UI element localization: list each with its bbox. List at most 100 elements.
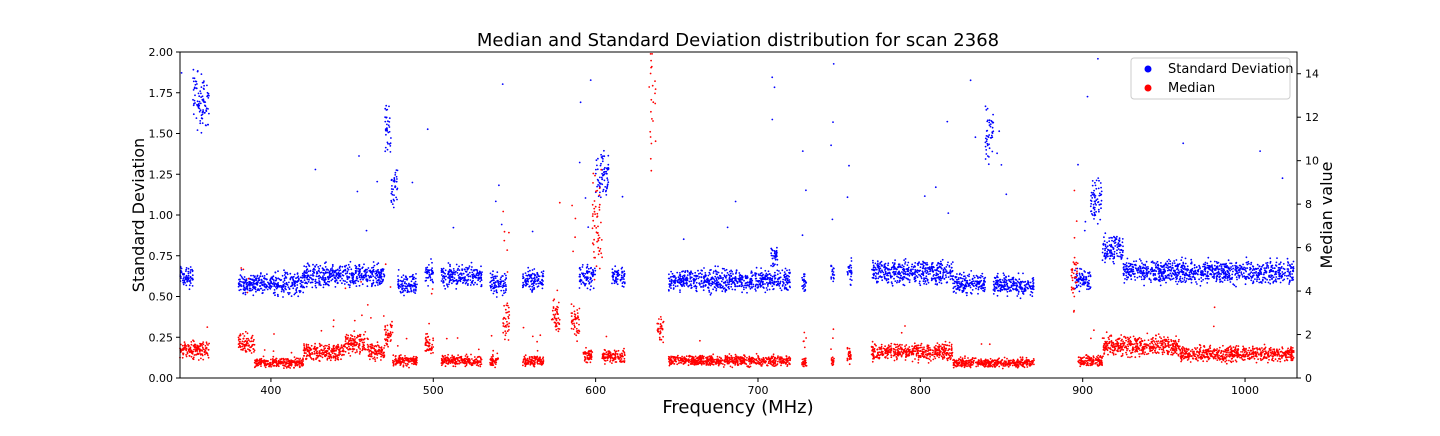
scatter-point bbox=[778, 277, 781, 280]
scatter-point bbox=[366, 280, 369, 283]
scatter-point bbox=[303, 270, 306, 273]
scatter-point bbox=[375, 277, 377, 280]
scatter-point bbox=[188, 345, 190, 347]
scatter-point bbox=[876, 281, 878, 284]
scatter-point bbox=[1006, 288, 1009, 291]
scatter-point bbox=[469, 279, 472, 281]
scatter-point bbox=[1026, 286, 1029, 289]
scatter-point bbox=[283, 291, 285, 293]
scatter-point bbox=[531, 285, 534, 288]
scatter-point bbox=[188, 280, 191, 283]
scatter-point bbox=[932, 270, 935, 273]
scatter-point bbox=[711, 283, 714, 286]
scatter-point bbox=[607, 167, 610, 170]
scatter-point bbox=[914, 270, 917, 273]
scatter-point bbox=[1170, 274, 1173, 277]
scatter-point bbox=[452, 279, 455, 282]
scatter-point bbox=[1252, 274, 1255, 277]
scatter-point bbox=[311, 278, 314, 281]
scatter-point bbox=[965, 284, 967, 287]
scatter-point bbox=[1252, 280, 1255, 283]
scatter-point bbox=[771, 257, 774, 260]
scatter-point bbox=[1252, 272, 1254, 274]
scatter-point bbox=[274, 276, 277, 279]
scatter-point bbox=[1215, 280, 1218, 283]
scatter-point bbox=[536, 272, 539, 275]
scatter-point bbox=[727, 273, 730, 276]
scatter-point bbox=[193, 99, 196, 102]
scatter-point bbox=[594, 172, 597, 175]
scatter-point bbox=[991, 120, 993, 123]
scatter-point bbox=[1239, 267, 1242, 270]
scatter-point bbox=[874, 277, 877, 280]
scatter-point bbox=[304, 276, 306, 279]
scatter-point bbox=[989, 125, 992, 128]
scatter-point bbox=[672, 287, 675, 289]
scatter-point bbox=[975, 274, 978, 277]
scatter-point bbox=[720, 284, 723, 287]
scatter-point bbox=[414, 277, 417, 280]
scatter-point bbox=[537, 285, 540, 287]
scatter-point bbox=[410, 280, 413, 283]
scatter-point bbox=[1117, 248, 1120, 250]
scatter-point bbox=[689, 273, 692, 276]
scatter-point bbox=[1017, 281, 1020, 284]
scatter-point bbox=[1016, 289, 1019, 291]
scatter-point bbox=[1213, 264, 1216, 267]
scatter-point bbox=[1257, 276, 1260, 278]
scatter-point bbox=[976, 280, 979, 283]
scatter-point bbox=[805, 281, 808, 284]
scatter-point bbox=[615, 281, 618, 284]
scatter-point bbox=[761, 274, 764, 277]
scatter-point bbox=[349, 281, 352, 284]
scatter-point bbox=[716, 279, 718, 282]
scatter-point bbox=[1206, 277, 1209, 280]
scatter-point bbox=[1010, 290, 1012, 292]
scatter-point bbox=[386, 148, 389, 151]
scatter-point bbox=[1190, 281, 1193, 284]
scatter-point bbox=[355, 277, 358, 279]
scatter-point bbox=[996, 289, 999, 292]
scatter-point bbox=[962, 271, 965, 274]
scatter-point bbox=[782, 280, 784, 283]
scatter-point bbox=[1250, 279, 1253, 282]
scatter-point bbox=[249, 283, 252, 286]
scatter-point bbox=[710, 277, 713, 280]
scatter-point bbox=[189, 348, 191, 351]
scatter-point bbox=[611, 275, 614, 278]
scatter-point bbox=[589, 278, 592, 281]
scatter-point bbox=[999, 287, 1002, 290]
scatter-point bbox=[1104, 245, 1107, 248]
scatter-point bbox=[1137, 271, 1139, 274]
scatter-point bbox=[923, 278, 925, 281]
scatter-point bbox=[876, 264, 878, 266]
scatter-point bbox=[715, 288, 718, 290]
scatter-point bbox=[777, 281, 780, 283]
scatter-point bbox=[243, 278, 246, 281]
scatter-point bbox=[715, 284, 718, 287]
scatter-point bbox=[679, 272, 681, 274]
scatter-point bbox=[910, 265, 913, 268]
scatter-point bbox=[1101, 251, 1104, 254]
scatter-point bbox=[1211, 266, 1214, 268]
scatter-point bbox=[922, 280, 925, 283]
scatter-point bbox=[831, 270, 833, 273]
scatter-point bbox=[467, 283, 469, 285]
scatter-point bbox=[928, 267, 930, 269]
scatter-point bbox=[1155, 278, 1158, 281]
scatter-point bbox=[746, 281, 749, 283]
scatter-point bbox=[1264, 281, 1267, 284]
scatter-point bbox=[1079, 282, 1082, 284]
scatter-point bbox=[1001, 279, 1004, 281]
scatter-point bbox=[970, 270, 973, 272]
scatter-point bbox=[458, 269, 461, 271]
scatter-point bbox=[1006, 290, 1009, 293]
scatter-point bbox=[290, 295, 293, 297]
scatter-point bbox=[365, 229, 368, 232]
scatter-point bbox=[315, 263, 318, 266]
scatter-point bbox=[306, 262, 309, 265]
scatter-point bbox=[786, 269, 788, 272]
scatter-point bbox=[1111, 237, 1113, 239]
scatter-point bbox=[715, 281, 718, 284]
scatter-point bbox=[710, 292, 713, 294]
